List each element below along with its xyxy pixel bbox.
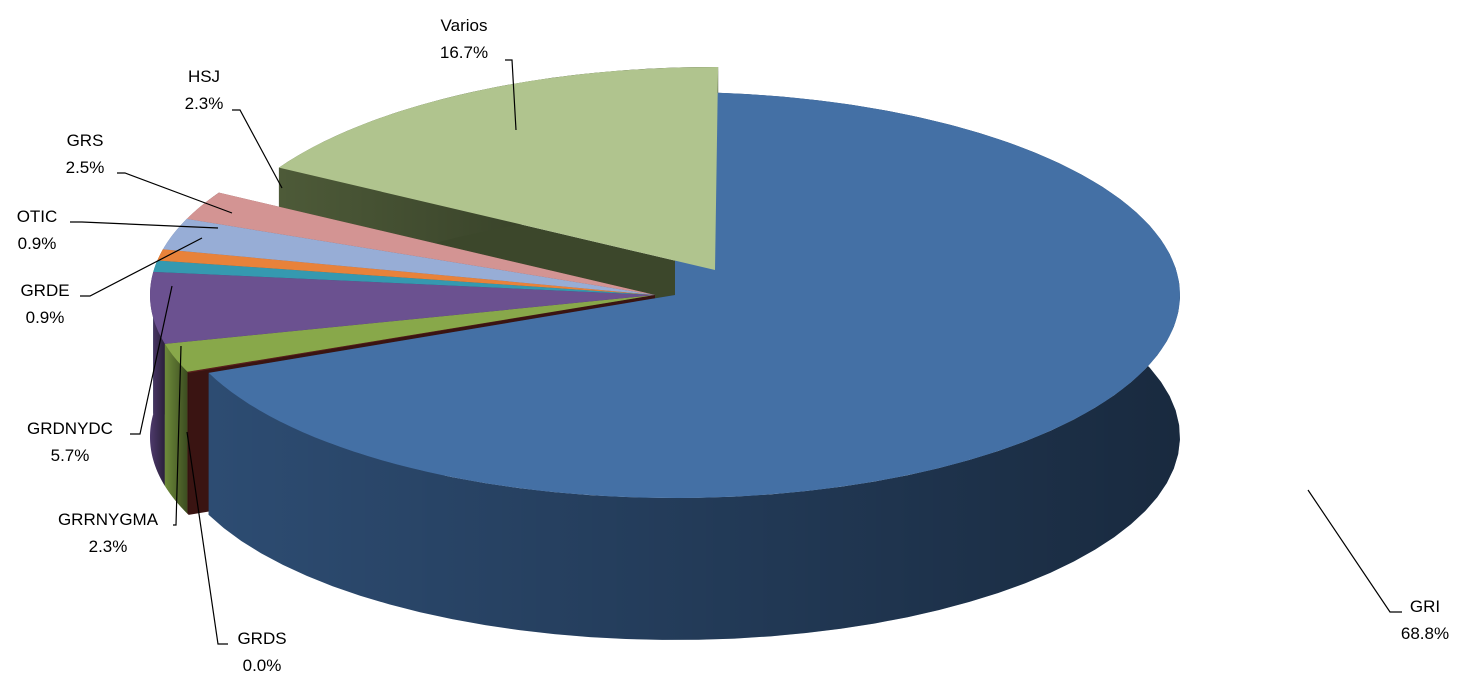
label-grdnydc: GRDNYDC 5.7% <box>27 419 113 465</box>
label-hsj-name: HSJ <box>188 67 220 86</box>
slice-tops <box>150 67 1180 498</box>
label-hsj: HSJ 2.3% <box>185 67 224 113</box>
label-varios-name: Varios <box>441 16 488 35</box>
slice-otic <box>157 249 655 295</box>
label-varios: Varios 16.7% <box>440 16 488 62</box>
leader-line-grrnygma <box>173 345 182 526</box>
slice-varios <box>278 67 719 270</box>
label-grrnygma-name: GRRNYGMA <box>58 510 159 529</box>
slice-hsj <box>186 192 655 295</box>
leader-line-grde <box>80 237 203 297</box>
label-grds: GRDS 0.0% <box>237 629 286 675</box>
label-varios-value: 16.7% <box>440 43 488 62</box>
leader-line-grs <box>117 172 233 214</box>
slice-gri <box>208 92 1180 498</box>
leader-line-gri <box>1307 489 1402 613</box>
leader-line-varios <box>505 59 517 131</box>
label-grdnydc-value: 5.7% <box>51 446 90 465</box>
label-grde-name: GRDE <box>20 281 69 300</box>
label-otic-name: OTIC <box>17 207 58 226</box>
leader-line-grds <box>186 431 228 645</box>
label-grds-value: 0.0% <box>243 656 282 675</box>
label-grs-value: 2.5% <box>66 158 105 177</box>
slice-grdnydc-side-shade <box>150 271 165 486</box>
label-grrnygma-value: 2.3% <box>89 537 128 556</box>
label-otic: OTIC 0.9% <box>17 207 58 253</box>
label-otic-value: 0.9% <box>18 234 57 253</box>
leader-line-grdnydc <box>130 285 173 435</box>
slice-grds <box>187 295 655 373</box>
label-grs-name: GRS <box>67 131 104 150</box>
leader-line-otic <box>70 221 219 229</box>
label-hsj-value: 2.3% <box>185 94 224 113</box>
slice-grde <box>153 260 655 295</box>
label-grs: GRS 2.5% <box>66 131 105 177</box>
label-gri: GRI 68.8% <box>1401 597 1449 643</box>
slice-grrnygma-side-shade <box>164 343 188 514</box>
slice-grs <box>162 218 655 295</box>
label-grds-name: GRDS <box>237 629 286 648</box>
label-grrnygma: GRRNYGMA 2.3% <box>58 510 159 556</box>
label-grdnydc-name: GRDNYDC <box>27 419 113 438</box>
label-grde: GRDE 0.9% <box>20 281 69 327</box>
slice-labels: GRI 68.8%GRDS 0.0%GRRNYGMA 2.3%GRDNYDC 5.7%G… <box>17 16 1449 675</box>
slice-grrnygma <box>164 295 655 372</box>
leader-line-hsj <box>232 109 283 189</box>
label-gri-value: 68.8% <box>1401 624 1449 643</box>
label-gri-name: GRI <box>1410 597 1440 616</box>
slice-grdnydc <box>150 271 655 344</box>
label-grde-value: 0.9% <box>26 308 65 327</box>
leader-lines <box>70 59 1402 645</box>
